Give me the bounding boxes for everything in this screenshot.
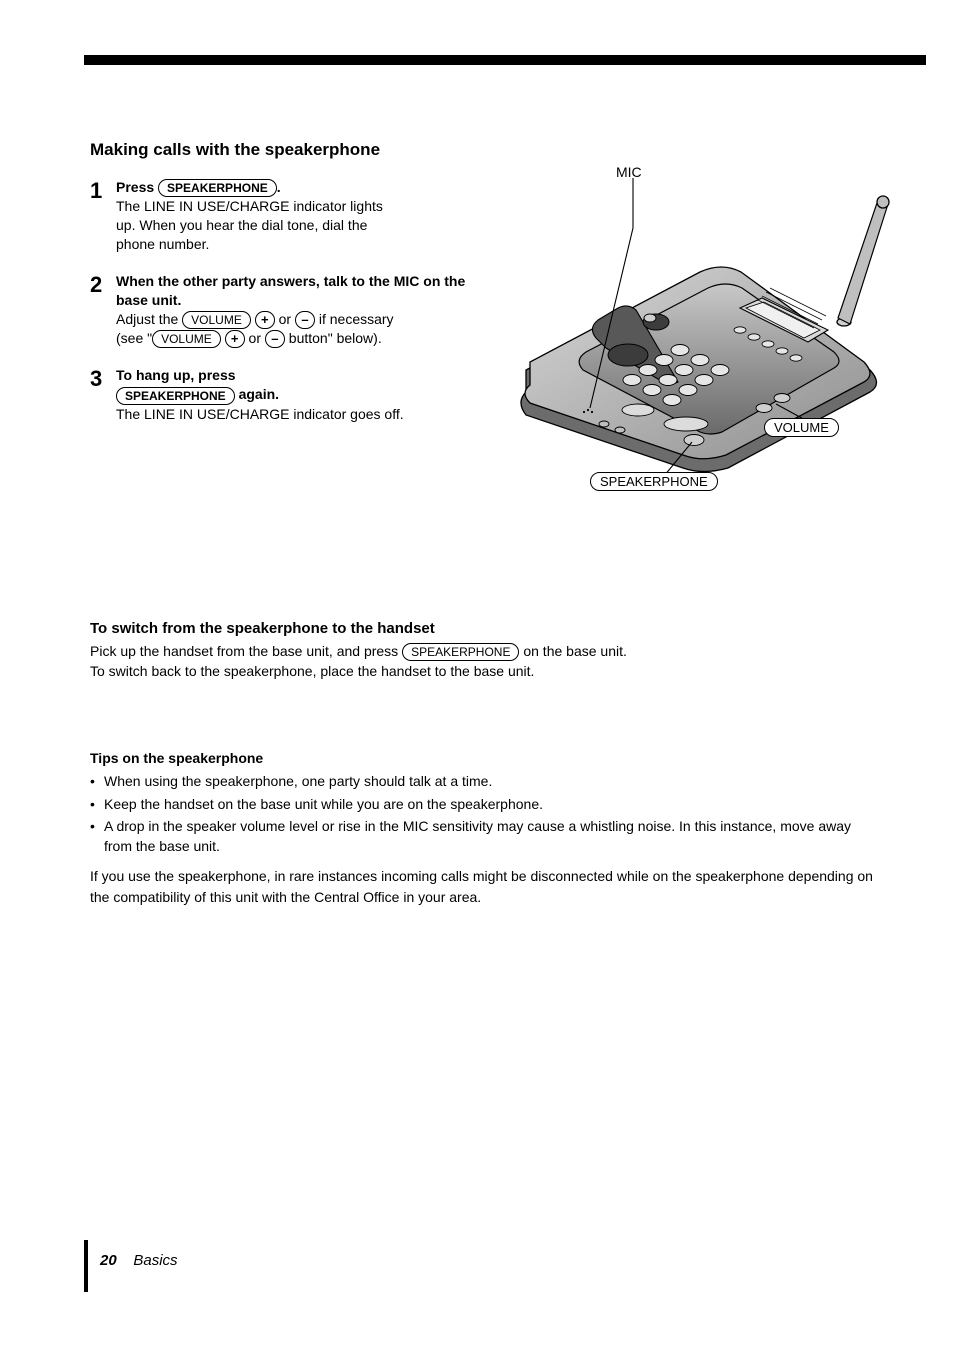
speakerphone-pill: SPEAKERPHONE	[402, 643, 519, 661]
switch-body-before: Pick up the handset from the base unit, …	[90, 643, 402, 659]
plus-pill: +	[255, 311, 275, 329]
minus-pill: –	[265, 330, 285, 348]
step-body: To hang up, press SPEAKERPHONE again. Th…	[116, 366, 404, 423]
tips-section: Tips on the speakerphone When using the …	[90, 748, 880, 907]
footer-bar	[84, 1240, 88, 1292]
step-lead-text: Press	[116, 179, 158, 195]
tips-note: If you use the speakerphone, in rare ins…	[90, 866, 880, 907]
tips-list: When using the speakerphone, one party s…	[90, 771, 880, 856]
speakerphone-callout-pill: SPEAKERPHONE	[590, 472, 718, 491]
tips-title: Tips on the speakerphone	[90, 748, 880, 768]
step-lead-after: again.	[239, 386, 279, 402]
volume-pill: VOLUME	[152, 330, 221, 348]
side-label: Basics	[133, 1252, 177, 1269]
switch-heading: To switch from the speakerphone to the h…	[90, 620, 850, 637]
volume-pill: VOLUME	[182, 311, 251, 329]
tip-item: Keep the handset on the base unit while …	[90, 794, 880, 814]
step-sub-line2-before: (see "	[116, 330, 152, 346]
step-sub: The LINE IN USE/CHARGE indicator goes of…	[116, 405, 404, 424]
step-1: 1 Press SPEAKERPHONE. The LINE IN USE/CH…	[90, 178, 490, 254]
step-sub-after: if necessary	[319, 311, 394, 327]
step-lead-text: When the other party answers, talk to th…	[116, 272, 490, 310]
speakerphone-pill: SPEAKERPHONE	[116, 387, 235, 405]
phone-diagram: MIC VOLUME SPEAKERPHONE	[508, 170, 894, 510]
switch-body-after: on the base unit.	[523, 643, 627, 659]
switch-line2: To switch back to the speakerphone, plac…	[90, 663, 534, 679]
step-3: 3 To hang up, press SPEAKERPHONE again. …	[90, 366, 490, 423]
header-rule	[84, 55, 926, 65]
page-number: 20	[100, 1252, 117, 1269]
step-lead-after: .	[277, 179, 281, 195]
page-footer: 20 Basics	[100, 1252, 178, 1269]
plus-pill: +	[225, 330, 245, 348]
step-body: Press SPEAKERPHONE. The LINE IN USE/CHAR…	[116, 178, 383, 254]
section-heading: Making calls with the speakerphone	[90, 140, 490, 160]
switch-section: To switch from the speakerphone to the h…	[90, 620, 850, 682]
tip-item: When using the speakerphone, one party s…	[90, 771, 880, 791]
step-lead-text: To hang up, press	[116, 367, 236, 383]
step-number: 2	[90, 272, 116, 298]
minus-pill: –	[295, 311, 315, 329]
phone-illustration	[508, 170, 894, 510]
step-sub: The LINE IN USE/CHARGE indicator lights …	[116, 197, 383, 254]
step-sub-text: Adjust the	[116, 311, 182, 327]
step-2: 2 When the other party answers, talk to …	[90, 272, 490, 348]
step-number: 1	[90, 178, 116, 204]
or-text: or	[245, 330, 265, 346]
step-number: 3	[90, 366, 116, 392]
step-sub-line2-after: button" below).	[285, 330, 382, 346]
mic-callout-label: MIC	[616, 164, 642, 180]
volume-callout-pill: VOLUME	[764, 418, 839, 437]
step-body: When the other party answers, talk to th…	[116, 272, 490, 348]
tip-item: A drop in the speaker volume level or ri…	[90, 816, 880, 857]
or-text: or	[275, 311, 295, 327]
steps-region: Making calls with the speakerphone 1 Pre…	[90, 140, 490, 441]
speakerphone-pill: SPEAKERPHONE	[158, 179, 277, 197]
